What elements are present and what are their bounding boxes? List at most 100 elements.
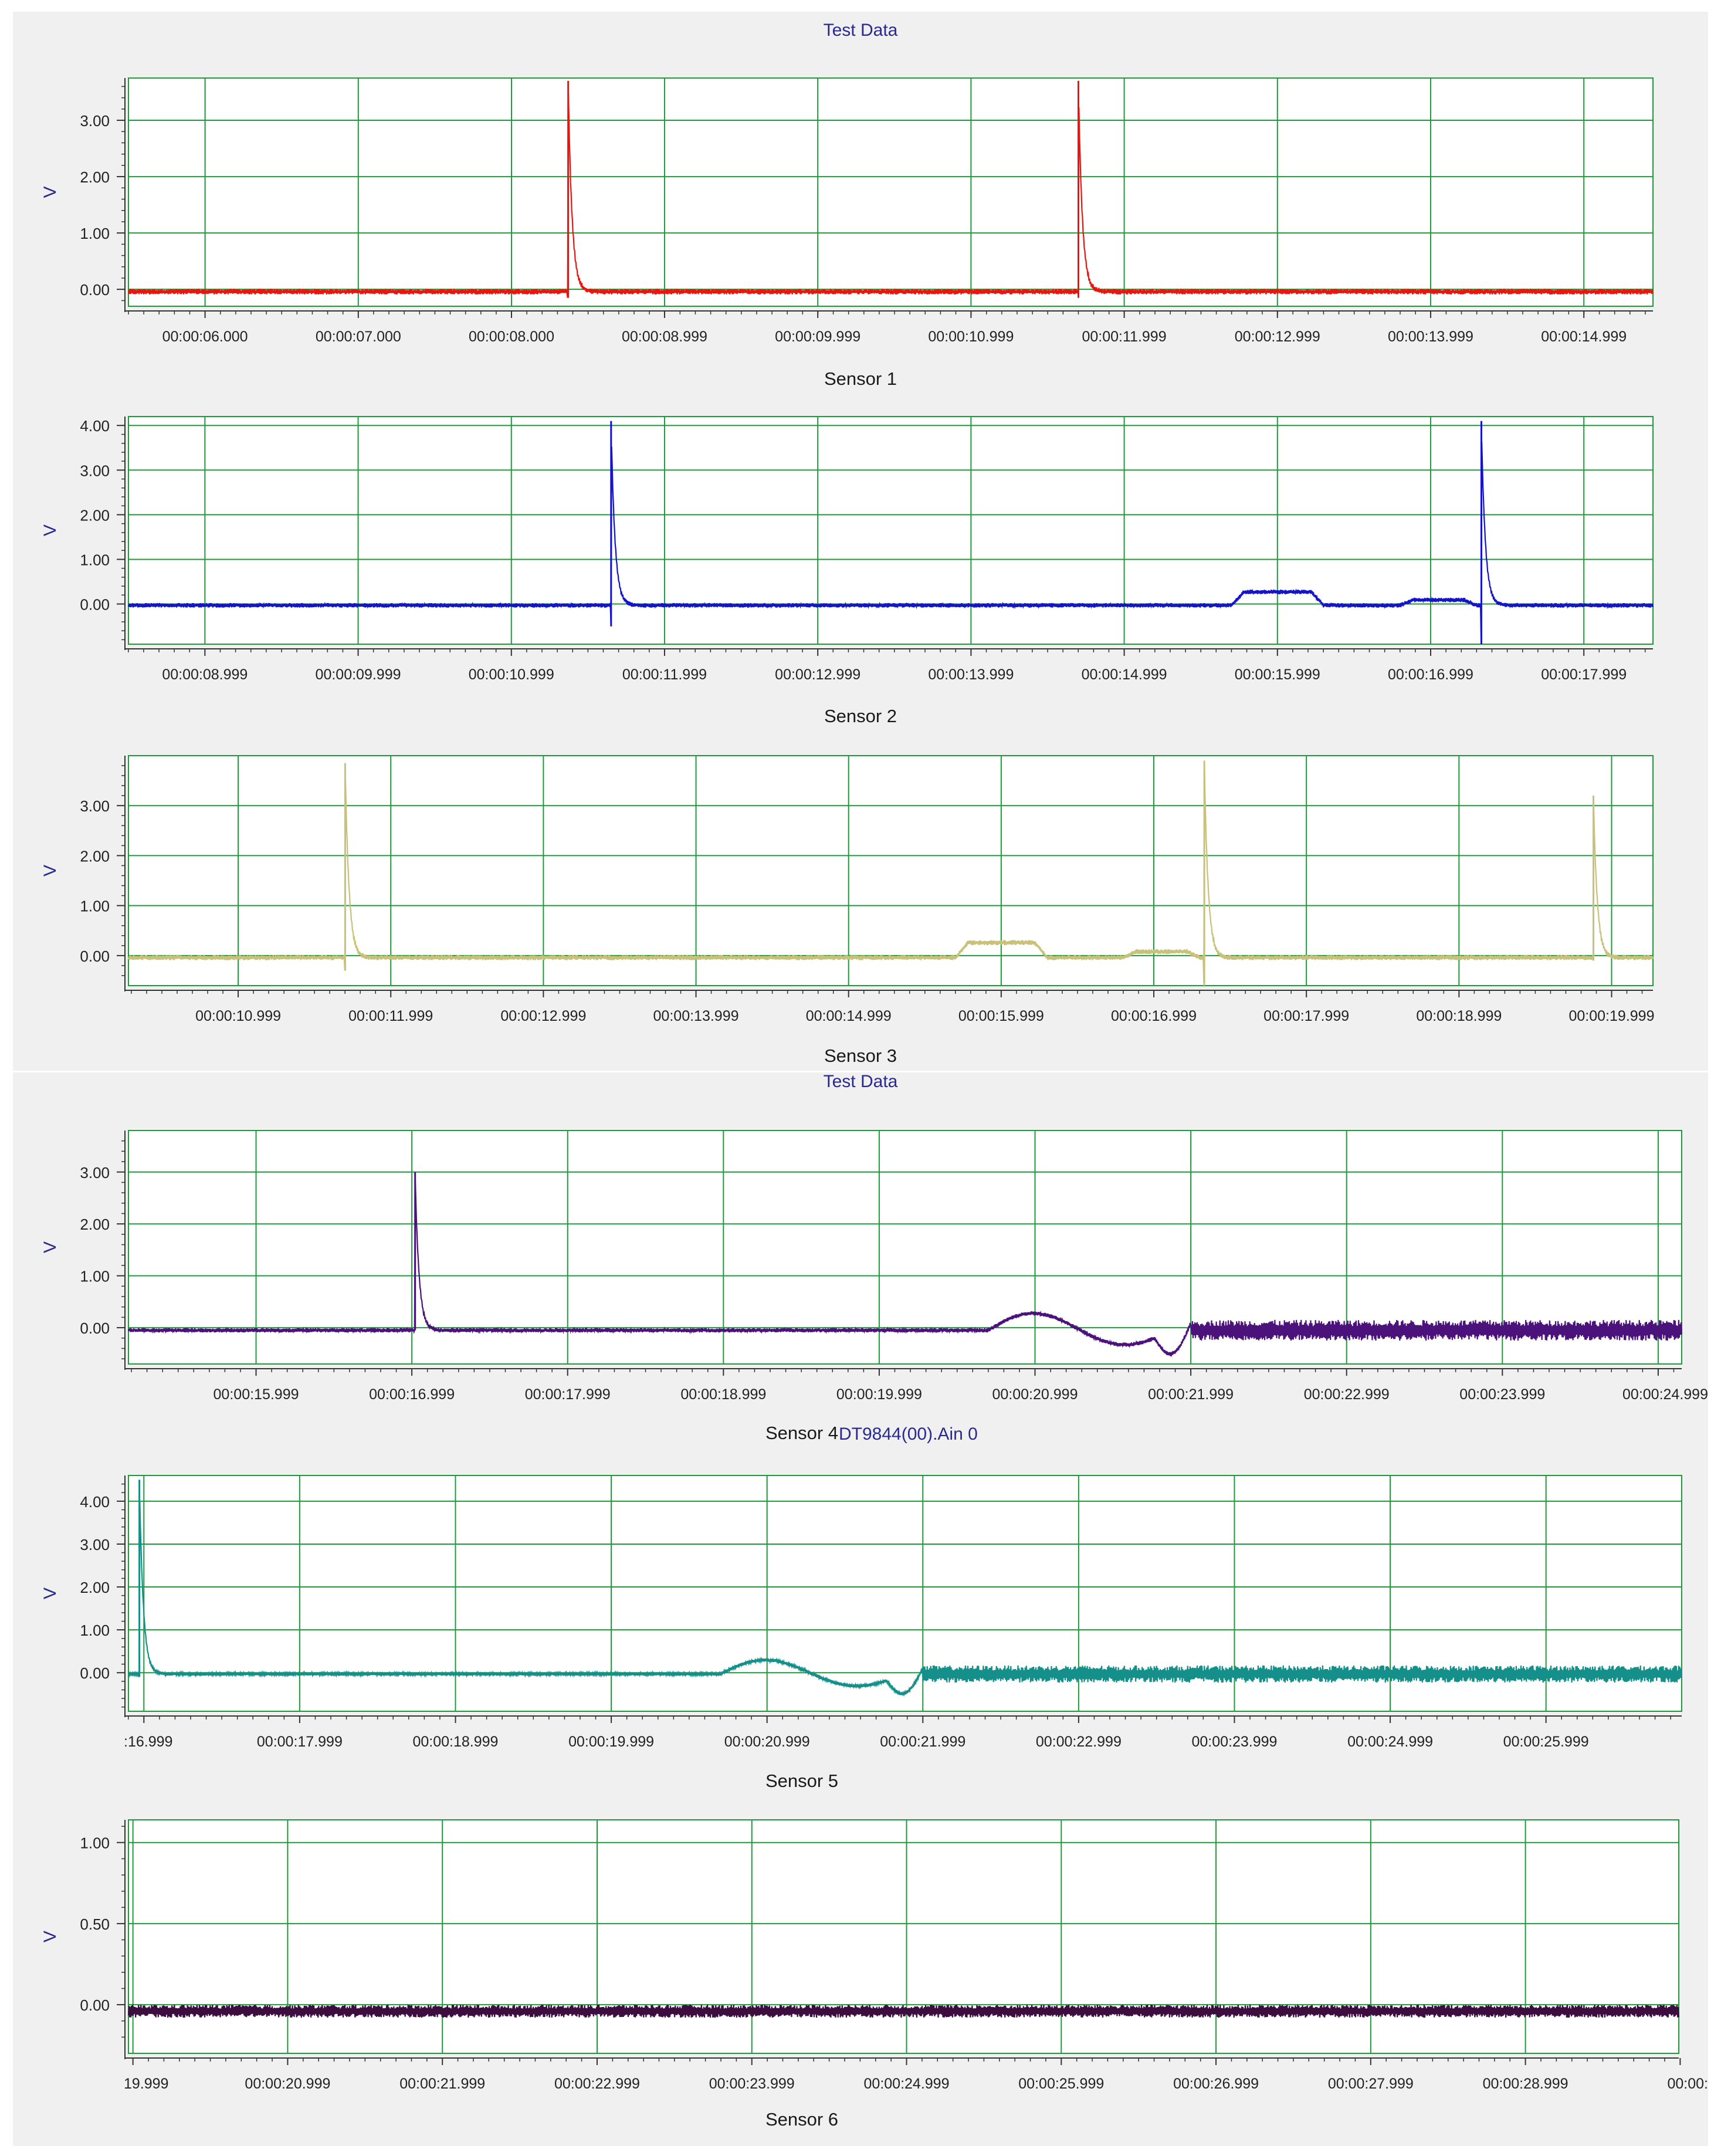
x-tick-label: 00:00:08.999: [162, 666, 248, 683]
y-tick-label: 2.00: [80, 506, 110, 524]
x-tick-label: 00:00:23.999: [1191, 1734, 1277, 1750]
y-tick-label: 1.00: [80, 1622, 110, 1639]
x-tick-label: 00:00:10.999: [469, 666, 554, 683]
x-tick-label: 00:00:24.999: [1622, 1386, 1708, 1403]
x-tick-label: 00:00:17.999: [1263, 1008, 1349, 1024]
y-axis-label: V: [40, 865, 60, 876]
y-tick-label: 3.00: [80, 1536, 110, 1553]
signal-trace: [127, 2005, 1680, 2018]
x-tick-label: 00:00:24.999: [864, 2076, 950, 2092]
y-tick-label: 0.00: [80, 1319, 110, 1337]
x-tick-label: 00:00:13.999: [928, 666, 1014, 683]
x-tick-label: 00:00:25.999: [1018, 2076, 1104, 2092]
x-tick-label: 00:00:19.999: [1569, 1008, 1655, 1024]
x-tick-label: 00:00:23.999: [709, 2076, 795, 2092]
y-tick-label: 0.00: [80, 1664, 110, 1682]
y-axis-label: V: [40, 1931, 60, 1942]
x-tick-label: 00:00:19.999: [568, 1734, 654, 1750]
y-tick-label: 1.00: [80, 1835, 110, 1852]
sensor-3-axis-title: Sensor 3: [824, 1045, 897, 1066]
x-tick-label: 00:00:14.999: [1082, 666, 1167, 683]
x-tick-label: 00:00:08.999: [622, 329, 707, 345]
x-tick-label: 00:00:14.999: [806, 1008, 892, 1024]
x-tick-label: 00:00:20.999: [992, 1386, 1078, 1403]
x-tick-label: 00:00:: [1667, 2076, 1708, 2092]
y-tick-label: 3.00: [80, 1164, 110, 1182]
plot-area: [128, 1819, 1679, 2054]
x-tick-label: 00:00:23.999: [1459, 1386, 1545, 1403]
x-tick-label: 00:00:24.999: [1347, 1734, 1433, 1750]
x-tick-label: 00:00:12.999: [500, 1008, 586, 1024]
x-tick-label: 00:00:09.999: [775, 329, 860, 345]
signal-trace: [127, 766, 1654, 983]
y-tick-label: 1.00: [80, 898, 110, 915]
x-tick-label: 00:00:15.999: [958, 1008, 1044, 1024]
y-axis-label: V: [40, 186, 60, 198]
x-tick-label: 00:00:10.999: [928, 329, 1014, 345]
x-tick-label: 00:00:06.000: [162, 329, 248, 345]
y-tick-label: 1.00: [80, 1268, 110, 1285]
y-tick-label: 3.00: [80, 112, 110, 130]
x-tick-label: 00:00:09.999: [316, 666, 401, 683]
signal-trace: [127, 442, 1654, 642]
sensor-4-axis-title: Sensor 4: [765, 1423, 839, 1443]
y-tick-label: 2.00: [80, 1579, 110, 1596]
signal-trace: [127, 1501, 1683, 1697]
chart-group-title-bottom: Test Data: [823, 1072, 898, 1091]
x-tick-label: 00:00:19.999: [836, 1386, 922, 1403]
x-tick-label: 00:00:07.000: [316, 329, 401, 345]
x-tick-label: 00:00:21.999: [1148, 1386, 1234, 1403]
x-tick-label: 00:00:13.999: [653, 1008, 739, 1024]
x-tick-label: 00:00:17.999: [257, 1734, 343, 1750]
y-tick-label: 4.00: [80, 1493, 110, 1511]
x-tick-label: :16.999: [124, 1734, 172, 1750]
y-tick-label: 0.50: [80, 1915, 110, 1933]
sensor-2-axis-title: Sensor 2: [824, 706, 897, 726]
x-tick-label: 00:00:27.999: [1328, 2076, 1414, 2092]
sensor-1-axis-title: Sensor 1: [824, 368, 897, 389]
x-tick-label: 00:00:11.999: [1082, 329, 1167, 345]
x-tick-label: 00:00:16.999: [369, 1386, 455, 1403]
x-tick-label: 00:00:11.999: [348, 1008, 433, 1024]
y-tick-label: 1.00: [80, 551, 110, 568]
x-tick-label: 00:00:16.999: [1388, 666, 1473, 683]
x-tick-label: 00:00:22.999: [554, 2076, 640, 2092]
sensor-6-axis-title: Sensor 6: [765, 2109, 839, 2130]
y-tick-label: 3.00: [80, 462, 110, 479]
y-tick-label: 0.00: [80, 596, 110, 614]
x-tick-label: 00:00:15.999: [1235, 666, 1320, 683]
x-tick-label: 00:00:13.999: [1388, 329, 1473, 345]
x-tick-label: 00:00:28.999: [1483, 2076, 1568, 2092]
x-tick-label: 00:00:14.999: [1541, 329, 1627, 345]
y-tick-label: 3.00: [80, 797, 110, 815]
x-tick-label: 00:00:21.999: [880, 1734, 965, 1750]
y-axis-label: V: [40, 1588, 60, 1599]
x-tick-label: 00:00:17.999: [1541, 666, 1627, 683]
y-tick-label: 0.00: [80, 947, 110, 965]
y-tick-label: 4.00: [80, 417, 110, 435]
x-tick-label: 00:00:12.999: [775, 666, 860, 683]
x-tick-label: 00:00:16.999: [1111, 1008, 1197, 1024]
x-tick-label: 00:00:21.999: [399, 2076, 485, 2092]
x-tick-label: 00:00:18.999: [412, 1734, 498, 1750]
legend-channel-label: DT9844(00).Ain 0: [839, 1424, 978, 1444]
x-tick-label: 00:00:12.999: [1235, 329, 1320, 345]
x-tick-label: 00:00:20.999: [724, 1734, 810, 1750]
y-tick-label: 0.00: [80, 281, 110, 299]
x-tick-label: 00:00:20.999: [245, 2076, 330, 2092]
x-tick-label: 19.999: [124, 2076, 168, 2092]
plot-area: [128, 755, 1654, 986]
x-tick-label: 00:00:22.999: [1036, 1734, 1122, 1750]
x-tick-label: 00:00:11.999: [622, 666, 707, 683]
